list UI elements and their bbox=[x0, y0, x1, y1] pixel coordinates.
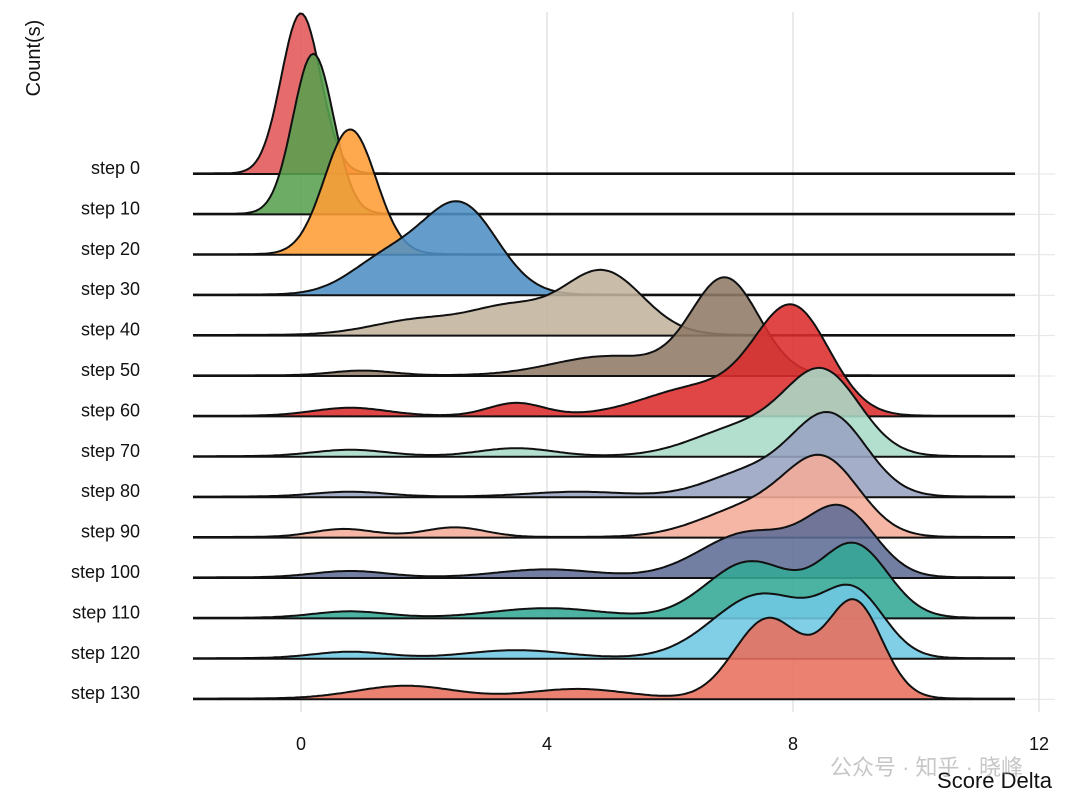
category-label: step 0 bbox=[91, 158, 140, 178]
category-label: step 110 bbox=[72, 602, 140, 622]
x-axis-label: Score Delta bbox=[937, 768, 1053, 793]
ridge-fill-step-20 bbox=[193, 129, 1015, 255]
ridge-outline-step-100 bbox=[193, 503, 1015, 579]
x-tick-label: 8 bbox=[788, 734, 798, 754]
ridge-outline-step-110 bbox=[193, 541, 1015, 619]
category-labels: step 0 step 10 step 20 step 30 step 40 step 5… bbox=[71, 158, 140, 703]
category-label: step 30 bbox=[81, 279, 140, 299]
ridge-fill-step-100 bbox=[193, 504, 1015, 578]
category-label: step 90 bbox=[81, 522, 140, 542]
ridge-fill-step-30 bbox=[193, 201, 1015, 296]
category-label: step 40 bbox=[81, 320, 140, 340]
category-label: step 100 bbox=[71, 562, 140, 582]
category-label: step 50 bbox=[81, 360, 140, 380]
x-axis-ticks: 0 4 8 12 bbox=[296, 734, 1049, 754]
x-tick-label: 4 bbox=[542, 734, 552, 754]
x-tick-label: 12 bbox=[1029, 734, 1049, 754]
category-label: step 130 bbox=[71, 683, 140, 703]
ridge-outline-step-80 bbox=[193, 410, 1015, 498]
category-label: step 120 bbox=[71, 643, 140, 663]
y-axis-label: Count(s) bbox=[23, 20, 45, 97]
ridge-outline-step-120 bbox=[193, 583, 1015, 660]
ridge-outline-step-130 bbox=[193, 598, 1015, 700]
category-label: step 70 bbox=[81, 441, 140, 461]
ridge-series bbox=[193, 12, 1015, 701]
category-label: step 10 bbox=[81, 198, 140, 218]
ridge-outline-step-60 bbox=[193, 303, 1015, 417]
ridge-fill-step-130 bbox=[193, 599, 1015, 700]
category-label: step 80 bbox=[81, 481, 140, 501]
ridge-outline-step-70 bbox=[193, 366, 1015, 458]
ridge-fill-step-10 bbox=[193, 53, 1015, 215]
x-tick-label: 0 bbox=[296, 734, 306, 754]
category-label: step 20 bbox=[81, 239, 140, 259]
ridge-fill-step-40 bbox=[193, 269, 1015, 336]
ridge-fill-step-0 bbox=[193, 13, 1015, 174]
category-label: step 60 bbox=[81, 400, 140, 420]
watermark: 公众号 · 知乎 · 晓峰 bbox=[830, 755, 1023, 780]
